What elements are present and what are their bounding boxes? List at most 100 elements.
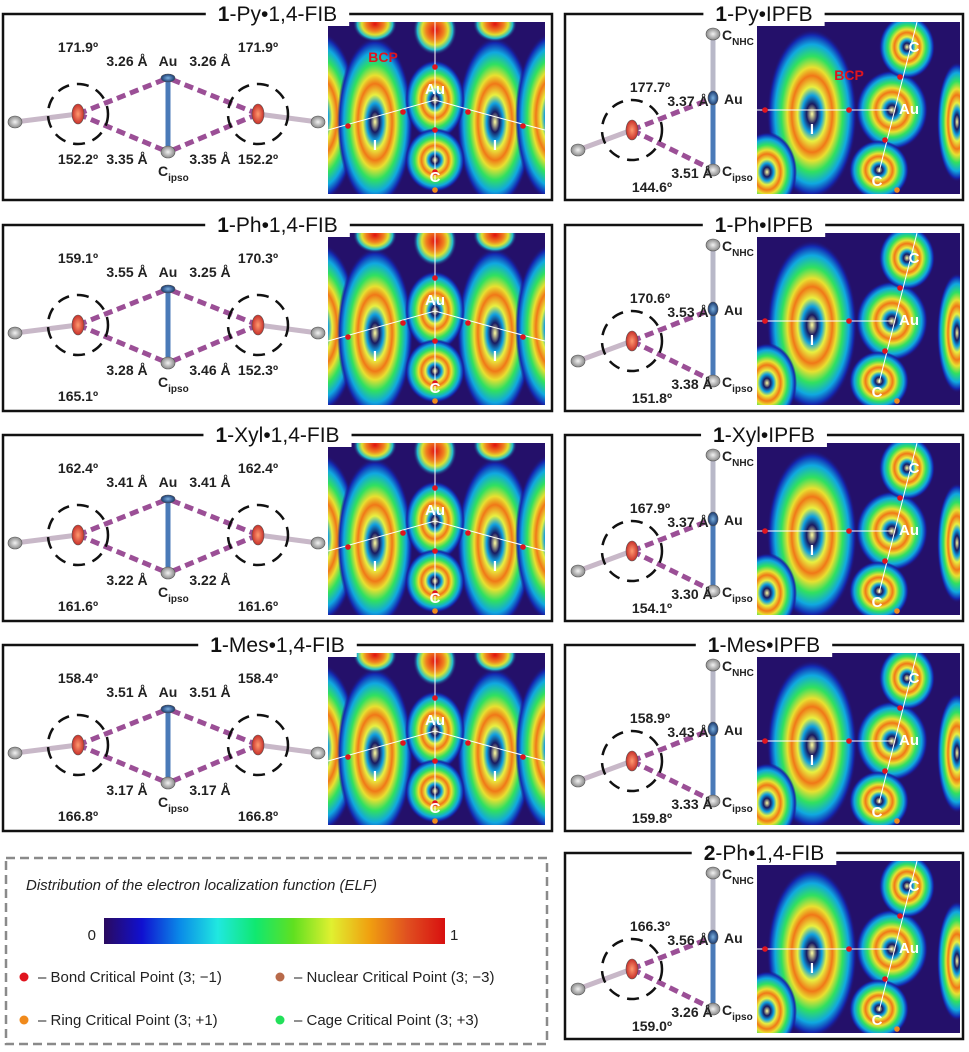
iodine-atom	[251, 734, 265, 756]
angle-highlight-circle	[600, 729, 664, 793]
label-subscript: ipso	[168, 804, 189, 815]
carbon-ipso-atom	[160, 776, 176, 790]
map-label-i: I	[810, 332, 814, 349]
map-label-c: C	[909, 39, 920, 56]
compound-number: 1	[713, 424, 725, 447]
halogen-contact-dash	[77, 111, 169, 155]
map-label-i: I	[493, 558, 497, 575]
elf-basin	[457, 458, 533, 615]
angle-highlight-circle	[46, 82, 110, 146]
angle-highlight-circle	[226, 293, 290, 357]
label-main: C	[158, 584, 168, 600]
bond-critical-point	[897, 705, 903, 711]
distance-bottom-left: 3.35 Å	[106, 151, 147, 167]
elf-map: Au C I I BCP	[328, 22, 545, 194]
elf-basin	[849, 979, 909, 1033]
map-label-i: I	[810, 121, 814, 138]
label-main: C	[722, 658, 732, 674]
title-backdrop	[702, 211, 826, 237]
elf-basin	[757, 971, 797, 1033]
distance-bottom-right: 3.17 Å	[189, 782, 230, 798]
elf-map: Au C C I	[757, 443, 960, 615]
bond-critical-point	[520, 334, 526, 340]
angle-bottom-right: 161.6º	[238, 598, 278, 614]
bond-path	[878, 653, 918, 804]
iodine-atom	[625, 330, 639, 352]
label-subscript: ipso	[732, 1012, 753, 1023]
halogen-contact-dash	[167, 742, 259, 786]
angle-bottom-right: 166.8º	[238, 808, 278, 824]
distance-top-right: 3.51 Å	[189, 684, 230, 700]
ring-critical-point	[894, 608, 900, 614]
label-subscript: NHC	[732, 668, 754, 679]
c-i-bond	[12, 322, 81, 336]
angle-top-right: 162.4º	[238, 460, 278, 476]
gold-atom	[160, 494, 176, 504]
compound-name: -Ph•1,4-FIB	[229, 214, 338, 237]
map-label-c: C	[872, 384, 883, 401]
label-subscript: NHC	[732, 248, 754, 259]
elf-basin	[937, 483, 960, 603]
distance-top: 3.37 Å	[667, 514, 708, 530]
bond-critical-point	[400, 109, 406, 115]
bond-critical-point	[345, 334, 351, 340]
elf-color-scale	[104, 918, 445, 944]
title-backdrop	[205, 0, 350, 26]
legend-item-label: – Ring Critical Point (3; +1)	[38, 1012, 218, 1029]
bond-critical-point	[897, 495, 903, 501]
angle-top-right: 170.3º	[238, 250, 278, 266]
compound-name: -Ph•1,4-FIB	[715, 842, 824, 865]
elf-basin	[937, 901, 960, 1021]
iodine-atom	[71, 524, 85, 546]
ring-critical-point	[894, 818, 900, 824]
map-label-c: C	[872, 173, 883, 190]
ring-critical-point	[894, 187, 900, 193]
label-subscript: NHC	[732, 37, 754, 48]
label-subscript: ipso	[168, 173, 189, 184]
angle-top: 167.9º	[630, 500, 670, 516]
compound-name: -Xyl•IPFB	[725, 424, 815, 447]
critical-point-marker	[19, 972, 29, 982]
map-label-i: I	[493, 348, 497, 365]
label-au: Au	[159, 264, 178, 280]
label-au: Au	[159, 474, 178, 490]
carbon-nhc-atom	[705, 448, 721, 462]
elf-map: Au C I I	[328, 653, 545, 825]
bond-critical-point	[882, 558, 888, 564]
compound-name: -Mes•IPFB	[719, 634, 820, 657]
bond-critical-point	[432, 485, 438, 491]
iodine-atom	[251, 103, 265, 125]
angle-highlight-circle	[600, 519, 664, 583]
halogen-contact-dash	[630, 758, 715, 804]
iodine-atom	[71, 103, 85, 125]
panel-title: 1-Py•IPFB	[715, 3, 812, 26]
elf-basin	[757, 343, 797, 405]
map-label-i: I	[493, 137, 497, 154]
legend-item-label: – Nuclear Critical Point (3; −3)	[294, 969, 495, 986]
panel-symmetric: Au C I I 158.4º 3.51 Å Au 3.51 Å 158.4º 166.8º 3.1…	[1, 631, 554, 833]
map-label-c: C	[872, 804, 883, 821]
title-backdrop	[203, 421, 352, 447]
angle-bottom: 144.6º	[632, 179, 672, 195]
angle-highlight-circle	[226, 713, 290, 777]
label-c-ipso: Cipso	[158, 584, 189, 605]
halogen-contact-dash	[630, 548, 715, 594]
c-i-bond	[12, 111, 81, 125]
elf-basin	[849, 351, 909, 405]
title-backdrop	[198, 631, 357, 657]
bond-path	[878, 233, 918, 384]
bond-critical-point	[846, 946, 852, 952]
label-c-ipso: Cipso	[722, 374, 753, 395]
halogen-contact-dash	[631, 306, 714, 344]
angle-highlight-circle	[46, 503, 110, 567]
legend-title: Distribution of the electron localizatio…	[26, 877, 377, 894]
panel-title: 1-Ph•1,4-FIB	[217, 214, 338, 237]
label-main: C	[722, 448, 732, 464]
